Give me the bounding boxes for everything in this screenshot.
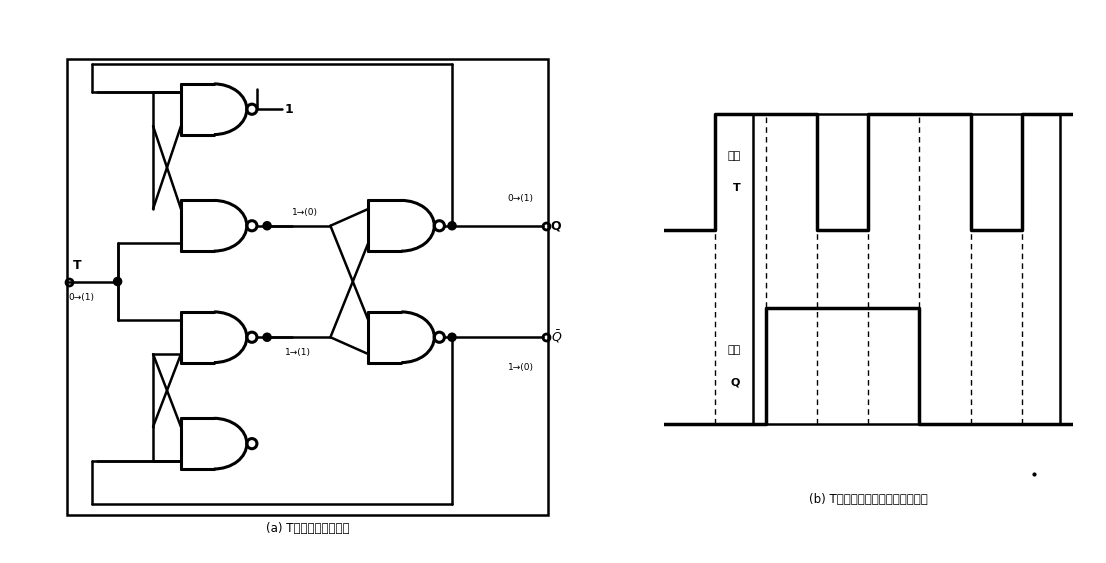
Bar [67, 59, 549, 515]
Text: $\bar{Q}$: $\bar{Q}$ [551, 329, 562, 346]
Text: 输入: 输入 [727, 151, 740, 161]
Text: (a) T触发器的电路结构: (a) T触发器的电路结构 [265, 522, 349, 535]
Text: T: T [73, 260, 82, 272]
Bar [753, 114, 1060, 423]
Text: 输出: 输出 [727, 345, 740, 355]
Text: 1→(0): 1→(0) [508, 363, 534, 372]
Text: 1→(0): 1→(0) [292, 208, 319, 217]
Circle shape [263, 222, 271, 230]
Text: 1: 1 [285, 102, 293, 116]
Text: Q: Q [551, 219, 562, 233]
Circle shape [448, 222, 456, 230]
Text: Q: Q [731, 377, 740, 387]
Circle shape [114, 278, 122, 285]
Text: 0→(1): 0→(1) [508, 194, 534, 203]
Text: 1→(1): 1→(1) [285, 348, 311, 358]
Text: T: T [732, 183, 740, 193]
Text: (b) T触发器的输入和输出信号波形: (b) T触发器的输入和输出信号波形 [808, 493, 928, 506]
Circle shape [448, 333, 456, 341]
Circle shape [263, 333, 271, 341]
Text: 0→(1): 0→(1) [67, 293, 94, 302]
